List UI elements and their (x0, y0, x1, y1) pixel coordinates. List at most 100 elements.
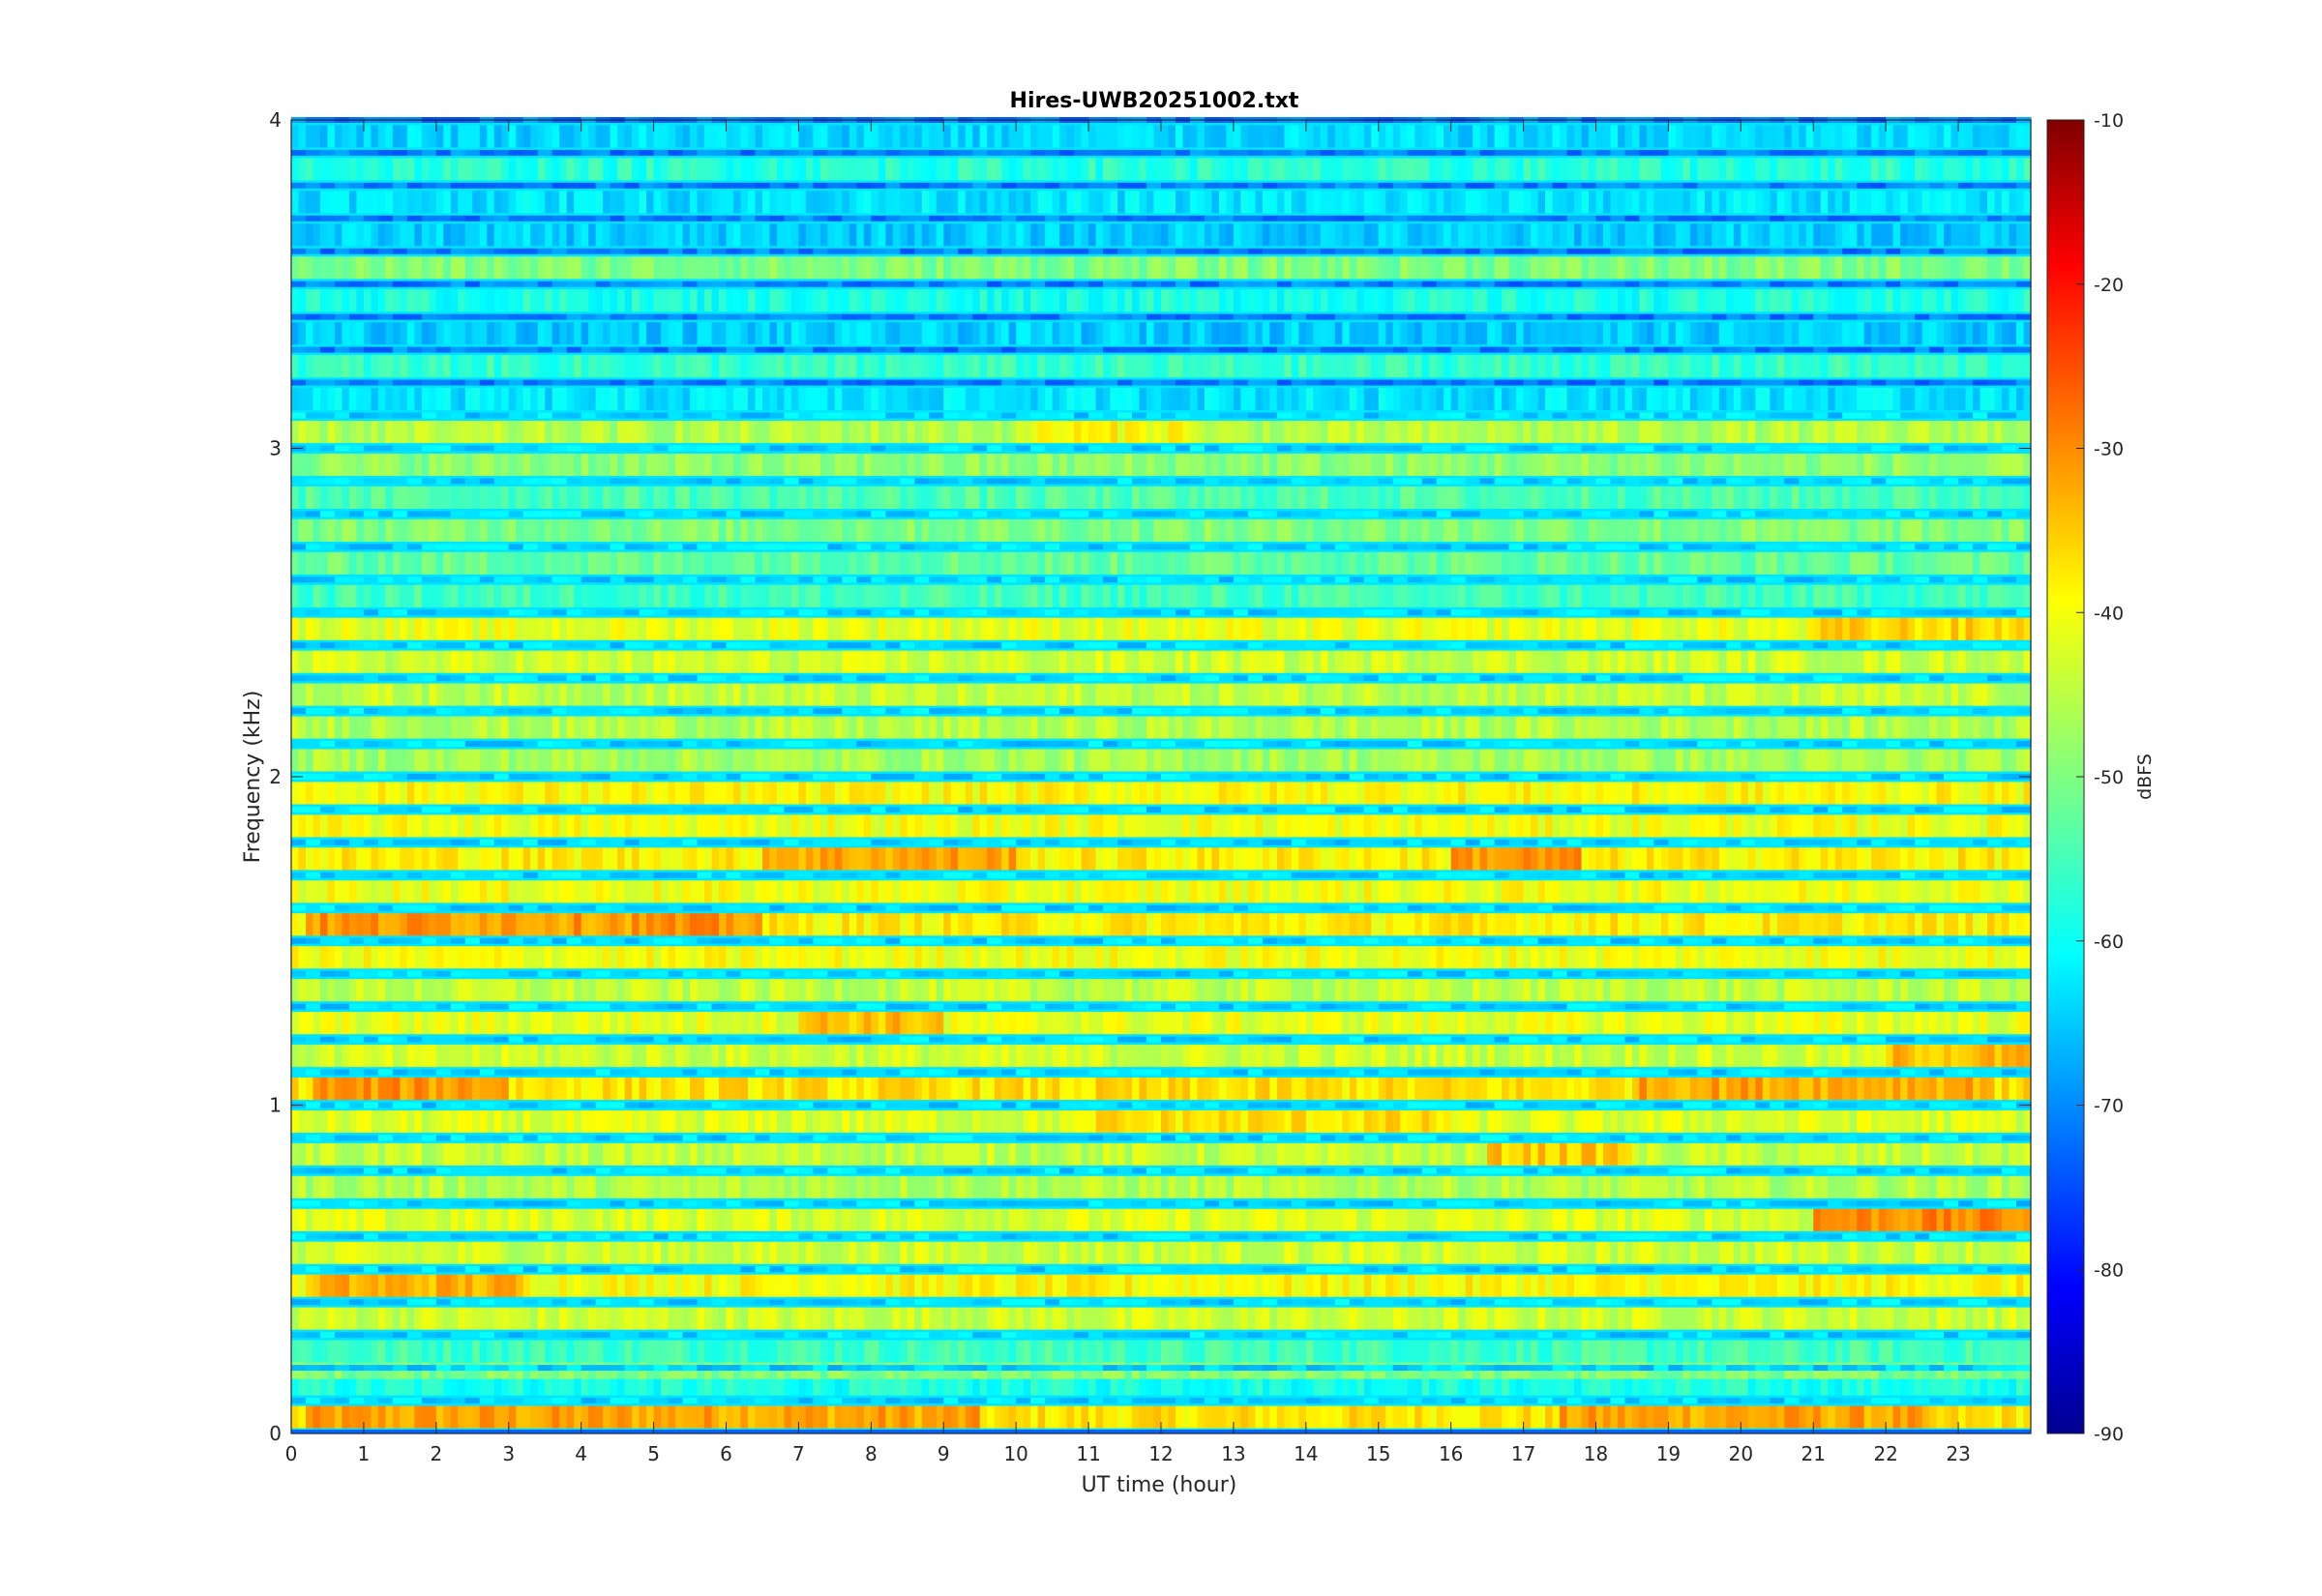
heatmap-cell (1088, 782, 1097, 805)
heatmap-cell (1313, 1373, 1322, 1396)
heatmap-cell (1980, 847, 1988, 871)
heatmap-cell (1450, 1340, 1459, 1363)
heatmap-cell (1900, 847, 1909, 871)
heatmap-cell (871, 946, 879, 969)
heatmap-cell (1689, 1175, 1698, 1198)
heatmap-cell (1886, 1208, 1894, 1231)
heatmap-cell (1059, 1109, 1068, 1134)
heatmap-cell (1537, 814, 1546, 838)
heatmap-cell (588, 1208, 597, 1231)
heatmap-cell (1298, 1045, 1307, 1068)
heatmap-cell (819, 913, 828, 936)
heatmap-cell (1378, 1405, 1386, 1429)
heatmap-cell (1697, 1045, 1706, 1068)
heatmap-cell (1516, 913, 1525, 936)
heatmap-cell (1407, 1012, 1415, 1035)
heatmap-cell (429, 1208, 437, 1231)
heatmap-cell (566, 1208, 575, 1231)
heatmap-cell (1523, 1109, 1532, 1134)
heatmap-cell (1429, 1241, 1438, 1264)
heatmap-cell (726, 847, 734, 871)
heatmap-cell (1327, 1274, 1336, 1297)
heatmap-cell (1037, 880, 1046, 903)
heatmap-cell (1211, 913, 1220, 936)
heatmap-cell (1915, 814, 1923, 838)
heatmap-cell (784, 782, 792, 805)
heatmap-cell (900, 913, 908, 936)
heatmap-cell (610, 1307, 618, 1330)
heatmap-cell (1392, 1208, 1401, 1231)
heatmap-cell (363, 979, 372, 1002)
heatmap-cell (522, 1045, 531, 1068)
heatmap-cell (545, 1109, 553, 1134)
heatmap-cell (595, 1340, 604, 1363)
heatmap-cell (979, 1340, 988, 1363)
heatmap-cell (690, 782, 699, 805)
heatmap-cell (892, 1340, 901, 1363)
heatmap-cell (1334, 1274, 1343, 1297)
heatmap-cell (1197, 979, 1206, 1002)
heatmap-cell (1030, 1175, 1039, 1198)
heatmap-cell (958, 782, 967, 805)
heatmap-cell (1537, 1373, 1546, 1396)
heatmap-cell (1776, 1208, 1785, 1231)
heatmap-cell (1414, 814, 1423, 838)
heatmap-cell (1298, 1109, 1307, 1134)
heatmap-cell (1755, 979, 1764, 1002)
heatmap-cell (1030, 782, 1039, 805)
heatmap-cell (522, 979, 531, 1002)
heatmap-cell (885, 1373, 894, 1396)
heatmap-cell (668, 1307, 676, 1330)
heatmap-cell (1103, 814, 1112, 838)
heatmap-cell (537, 1241, 546, 1264)
heatmap-cell (1857, 1274, 1865, 1297)
heatmap-cell (842, 946, 850, 969)
heatmap-cell (1487, 1340, 1496, 1363)
heatmap-cell (617, 1274, 626, 1297)
heatmap-cell (1008, 1142, 1017, 1166)
heatmap-cell (1110, 979, 1118, 1002)
heatmap-cell (624, 1340, 633, 1363)
heatmap-cell (979, 1274, 988, 1297)
heatmap-cell (726, 1274, 734, 1297)
heatmap-cell (1523, 1405, 1532, 1429)
heatmap-cell (487, 1340, 495, 1363)
heatmap-cell (943, 782, 952, 805)
heatmap-cell (1921, 913, 1930, 936)
heatmap-cell (450, 1373, 459, 1396)
heatmap-cell (1537, 913, 1546, 936)
heatmap-cell (1574, 1077, 1583, 1101)
heatmap-cell (1182, 782, 1191, 805)
heatmap-cell (574, 1405, 582, 1429)
heatmap-cell (1378, 1307, 1386, 1330)
heatmap-cell (1479, 913, 1488, 936)
heatmap-cell (863, 913, 872, 936)
heatmap-cell (1313, 1307, 1322, 1330)
heatmap-cell (907, 1208, 915, 1231)
heatmap-cell (1516, 814, 1525, 838)
heatmap-cell (929, 913, 938, 936)
heatmap-cell (1871, 1077, 1880, 1101)
heatmap-cell (1037, 814, 1046, 838)
heatmap-cell (1139, 1077, 1147, 1101)
heatmap-cell (1095, 1077, 1104, 1101)
heatmap-cell (603, 979, 611, 1002)
heatmap-cell (653, 1274, 662, 1297)
heatmap-cell (1392, 847, 1401, 871)
heatmap-cell (1704, 1241, 1712, 1264)
heatmap-cell (2002, 847, 2010, 871)
heatmap-cell (1450, 1109, 1459, 1134)
heatmap-cell (761, 946, 771, 969)
heatmap-cell (1255, 814, 1264, 838)
heatmap-cell (1660, 1175, 1670, 1198)
heatmap-cell (1371, 1142, 1380, 1166)
heatmap-cell (972, 913, 981, 936)
heatmap-cell (1146, 1012, 1155, 1035)
heatmap-cell (508, 1307, 517, 1330)
heatmap-cell (819, 1274, 828, 1297)
heatmap-cell (1117, 814, 1126, 838)
heatmap-cell (334, 1045, 343, 1068)
heatmap-cell (421, 1340, 430, 1363)
heatmap-cell (1689, 979, 1698, 1002)
heatmap-cell (1537, 1307, 1546, 1330)
